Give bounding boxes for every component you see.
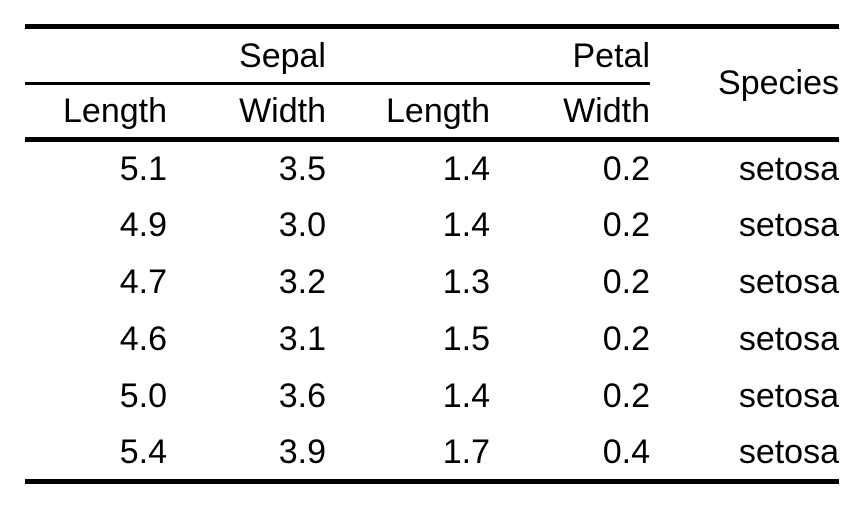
cell-petal-width: 0.2	[602, 263, 650, 301]
column-header-petal-length: Length	[326, 83, 490, 142]
cell-species: setosa	[738, 150, 839, 189]
cell-sepal-width: 3.1	[278, 320, 326, 358]
cell-species: setosa	[738, 263, 839, 301]
cell-sepal-length: 4.9	[119, 206, 167, 244]
cell-sepal-width: 3.2	[278, 263, 326, 301]
cell-species: setosa	[738, 377, 839, 415]
cell-sepal-length: 5.1	[119, 150, 167, 189]
cell-species: setosa	[738, 432, 839, 471]
cell-petal-width: 0.2	[602, 320, 650, 358]
cell-petal-length: 1.7	[442, 432, 490, 471]
cell-sepal-length: 5.0	[119, 377, 167, 415]
cell-petal-length: 1.3	[442, 263, 490, 301]
subheader-row: Length Width Length Width	[25, 83, 839, 142]
cell-petal-width: 0.2	[602, 206, 650, 244]
cell-petal-length: 1.4	[442, 150, 490, 189]
table-row: 4.6 3.1 1.5 0.2 setosa	[25, 311, 839, 368]
cell-petal-length: 1.4	[442, 377, 490, 415]
iris-table-container: Sepal Petal Species Length Width Length …	[25, 24, 839, 484]
iris-data-table: Sepal Petal Species Length Width Length …	[25, 24, 839, 484]
cell-sepal-length: 4.7	[119, 263, 167, 301]
cell-species: setosa	[738, 206, 839, 244]
column-header-sepal-width: Width	[167, 83, 326, 142]
column-header-petal-width: Width	[490, 83, 650, 142]
cell-sepal-width: 3.5	[278, 150, 326, 189]
column-header-species: Species	[650, 26, 839, 142]
table-row: 4.7 3.2 1.3 0.2 setosa	[25, 254, 839, 311]
cell-species: setosa	[738, 320, 839, 358]
cell-petal-width: 0.2	[602, 150, 650, 189]
column-header-sepal-length: Length	[25, 83, 167, 142]
table-body: 5.1 3.5 1.4 0.2 setosa 4.9 3.0 1.4 0.2 setosa 4.7 3…	[25, 140, 839, 482]
column-group-sepal: Sepal	[25, 26, 326, 85]
cell-petal-length: 1.5	[442, 320, 490, 358]
table-row: 5.4 3.9 1.7 0.4 setosa	[25, 425, 839, 482]
column-group-petal: Petal	[326, 26, 650, 85]
table-header: Sepal Petal Species Length Width Length …	[25, 26, 839, 142]
cell-sepal-width: 3.6	[278, 377, 326, 415]
cell-sepal-width: 3.0	[278, 206, 326, 244]
cell-petal-width: 0.4	[602, 432, 650, 471]
cell-petal-width: 0.2	[602, 377, 650, 415]
table-row: 5.1 3.5 1.4 0.2 setosa	[25, 140, 839, 197]
cell-petal-length: 1.4	[442, 206, 490, 244]
table-row: 5.0 3.6 1.4 0.2 setosa	[25, 368, 839, 425]
cell-sepal-length: 5.4	[119, 432, 167, 471]
table-row: 4.9 3.0 1.4 0.2 setosa	[25, 197, 839, 254]
cell-sepal-length: 4.6	[119, 320, 167, 358]
spanner-row: Sepal Petal Species	[25, 26, 839, 142]
cell-sepal-width: 3.9	[278, 432, 326, 471]
